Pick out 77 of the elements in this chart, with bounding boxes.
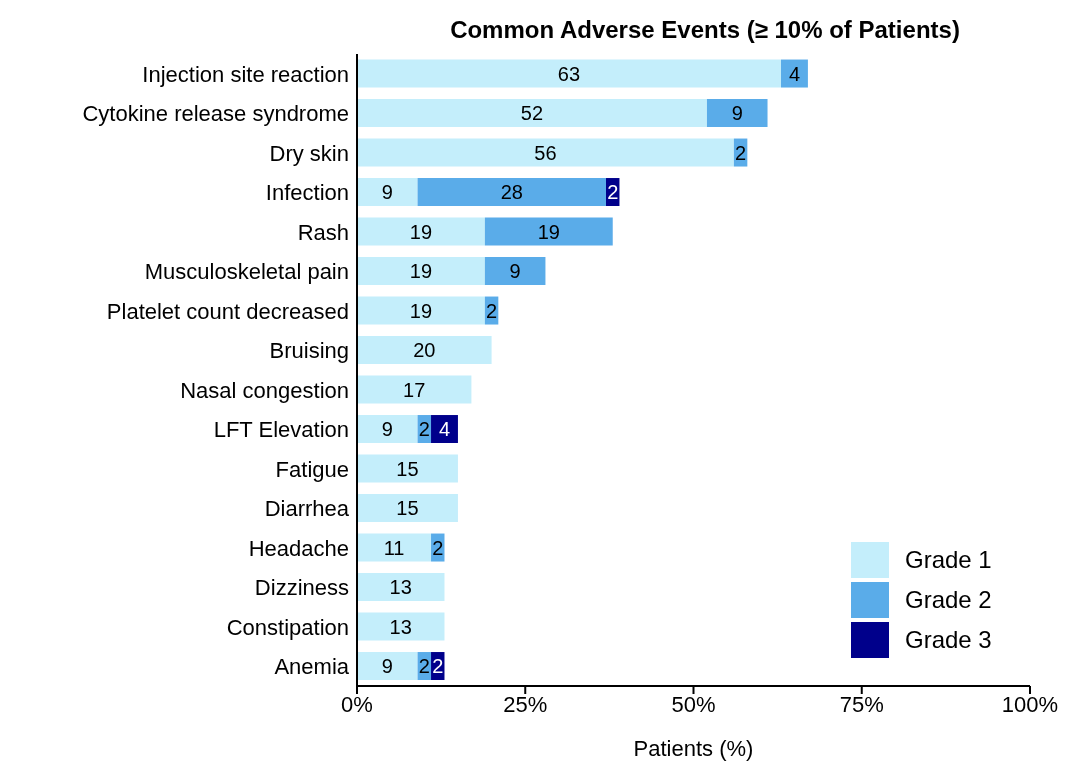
y-tick-label: Anemia — [274, 654, 350, 680]
bar — [431, 415, 458, 444]
data-label: 19 — [409, 260, 433, 283]
legend-label: Grade 1 — [905, 546, 992, 574]
data-label: 15 — [396, 457, 419, 480]
y-tick-label: Musculoskeletal pain — [144, 259, 349, 285]
data-label: 9 — [509, 260, 521, 283]
data-label: 9 — [381, 181, 393, 204]
data-label: 56 — [534, 141, 557, 164]
bar — [357, 533, 432, 562]
data-label: 2 — [432, 655, 444, 678]
bar — [484, 257, 546, 286]
y-tick-label: Rash — [297, 219, 349, 245]
data-label: 2 — [418, 655, 430, 678]
x-axis-title: Patients (%) — [633, 736, 754, 761]
bar — [357, 336, 492, 365]
data-label: 4 — [788, 62, 801, 85]
x-tick-label: 50% — [671, 691, 716, 717]
y-tick-label: Fatigue — [275, 456, 349, 482]
y-tick-label: Nasal congestion — [180, 377, 349, 403]
bar — [357, 99, 707, 128]
data-label: 2 — [607, 181, 619, 204]
y-tick-label: LFT Elevation — [213, 417, 349, 443]
bar — [357, 296, 485, 325]
data-label: 20 — [413, 339, 436, 362]
data-label: 19 — [409, 220, 433, 243]
bar — [484, 217, 613, 246]
data-label: 63 — [557, 62, 581, 85]
data-label: 52 — [520, 102, 544, 125]
y-tick-label: Constipation — [226, 614, 349, 640]
bar — [357, 257, 485, 286]
bar — [357, 454, 458, 483]
bar — [357, 415, 418, 444]
y-tick-label: Headache — [248, 535, 349, 561]
y-tick-label: Bruising — [269, 338, 349, 364]
y-tick-label: Injection site reaction — [142, 61, 349, 87]
y-tick-label: Dry skin — [269, 140, 349, 166]
y-tick-label: Diarrhea — [264, 496, 350, 522]
data-label: 19 — [537, 220, 560, 243]
data-label: 2 — [486, 299, 498, 322]
chart-title: Common Adverse Events (≥ 10% of Patients) — [449, 15, 961, 45]
bar — [417, 178, 607, 207]
y-tick-label: Infection — [265, 180, 349, 206]
data-label: 9 — [381, 655, 393, 678]
x-tick-label: 75% — [839, 691, 884, 717]
data-label: 28 — [500, 181, 523, 204]
data-label: 13 — [389, 576, 412, 599]
data-label: 9 — [381, 418, 393, 441]
bar — [357, 59, 781, 88]
bar — [357, 178, 418, 207]
data-label: 2 — [418, 418, 430, 441]
data-label: 13 — [389, 615, 412, 638]
data-label: 2 — [735, 141, 747, 164]
y-tick-label: Dizziness — [254, 575, 349, 601]
y-tick-label: Platelet count decreased — [106, 298, 349, 324]
bar — [357, 612, 445, 641]
data-label: 9 — [731, 102, 743, 125]
data-label: 17 — [403, 378, 426, 401]
data-label: 2 — [432, 536, 444, 559]
legend-label: Grade 2 — [905, 586, 992, 614]
bar — [357, 652, 418, 681]
bar — [357, 217, 485, 246]
bar — [357, 138, 734, 167]
data-label: 11 — [383, 536, 405, 559]
data-label: 15 — [396, 497, 419, 520]
data-label: 19 — [409, 299, 433, 322]
x-tick-label: 0% — [341, 691, 373, 717]
data-label: 4 — [438, 418, 451, 441]
bar — [780, 59, 808, 88]
bar — [357, 375, 472, 404]
bar — [357, 573, 445, 602]
bar — [706, 99, 768, 128]
y-tick-label: Cytokine release syndrome — [82, 101, 349, 127]
bar — [357, 494, 458, 523]
x-tick-label: 25% — [503, 691, 548, 717]
x-tick-label: 100% — [1001, 691, 1059, 717]
legend-label: Grade 3 — [905, 626, 992, 654]
